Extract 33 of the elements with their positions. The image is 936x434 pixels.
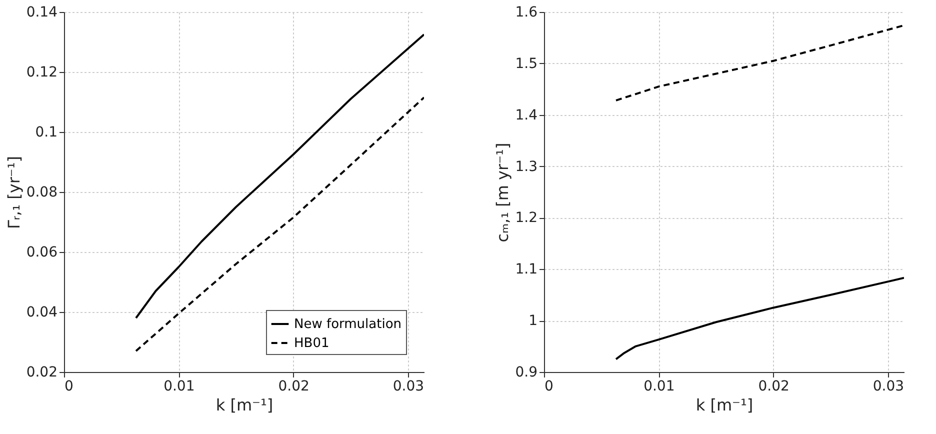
x-axis-title: k [m⁻¹] [216, 396, 274, 414]
y-axis-title: cₘ,₁ [m yr⁻¹] [493, 142, 512, 242]
line-series [135, 34, 424, 319]
x-axis-title: k [m⁻¹] [696, 396, 754, 414]
y-tick-label: 0.9 [515, 364, 538, 380]
y-tick-label: 0.08 [26, 184, 58, 200]
y-tick-label: 0.12 [26, 64, 58, 80]
y-tick-label: 1.5 [515, 56, 538, 72]
line-series [615, 276, 904, 360]
legend-label: HB01 [294, 336, 330, 351]
y-tick-label: 1.4 [515, 107, 538, 124]
y-axis-title: Γᵣ,₁ [yr⁻¹] [4, 156, 24, 230]
legend-label: New formulation [294, 317, 402, 332]
y-tick-label: 0.06 [26, 244, 58, 260]
line-series [615, 24, 904, 102]
y-tick-label: 0.04 [26, 304, 58, 320]
y-tick-label: 1.3 [515, 158, 538, 175]
y-tick-label: 1 [528, 313, 538, 330]
x-tick-label: 0.02 [758, 378, 790, 394]
x-tick-label: 0.01 [164, 378, 195, 394]
x-tick-label: 0.03 [872, 378, 904, 394]
y-tick-label: 1.6 [515, 4, 538, 20]
y-tick-label: 0.1 [35, 124, 58, 140]
x-tick-label: 0.01 [644, 378, 675, 394]
x-tick-label: 0.03 [392, 378, 424, 394]
y-tick-label: 0.14 [26, 4, 58, 20]
y-tick-label: 1.2 [515, 210, 538, 226]
x-tick-label: 0 [544, 378, 554, 394]
line-series [135, 96, 424, 352]
x-tick-label: 0 [64, 378, 74, 394]
y-tick-label: 1.1 [515, 262, 538, 278]
y-tick-label: 0.02 [26, 364, 58, 380]
x-tick-label: 0.02 [278, 378, 310, 394]
